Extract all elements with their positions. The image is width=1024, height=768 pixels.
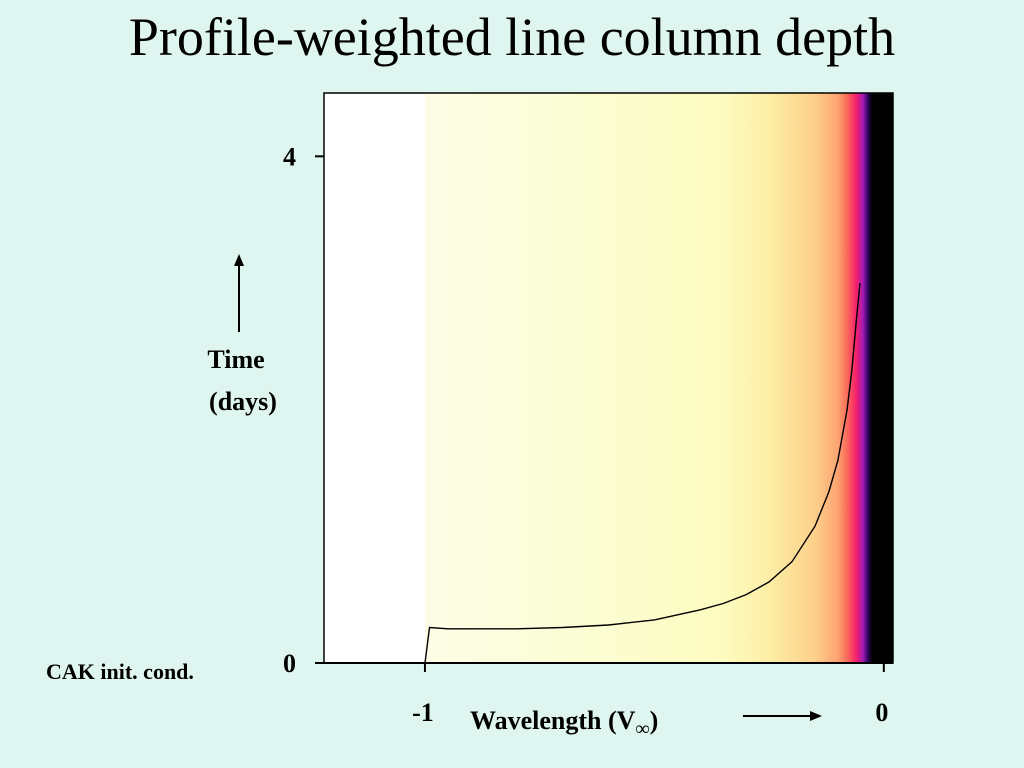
heatmap-band <box>424 93 893 663</box>
y-axis-label-line2: (days) <box>209 387 277 416</box>
cak-annotation: CAK init. cond. <box>46 659 194 684</box>
x-axis-label: Wavelength (V∞) <box>470 706 658 740</box>
x-tick-label: 0 <box>875 698 888 727</box>
time-curve <box>419 282 861 664</box>
empty-region <box>324 93 425 663</box>
y-axis-label-line1: Time <box>207 345 264 374</box>
y-ticks: 04 <box>283 142 324 678</box>
x-axis-label-text: Wavelength (V <box>470 706 636 735</box>
x-axis-label-close: ) <box>650 706 659 735</box>
slide-title: Profile-weighted line column depth <box>128 7 896 67</box>
x-axis-arrow <box>743 711 822 721</box>
x-tick-label: -1 <box>412 698 434 727</box>
y-axis-arrow <box>234 254 244 332</box>
y-tick-label: 4 <box>283 142 296 171</box>
x-ticks: -1 0 <box>412 663 888 727</box>
infinity-subscript: ∞ <box>635 718 649 740</box>
y-tick-label: 0 <box>283 649 296 678</box>
